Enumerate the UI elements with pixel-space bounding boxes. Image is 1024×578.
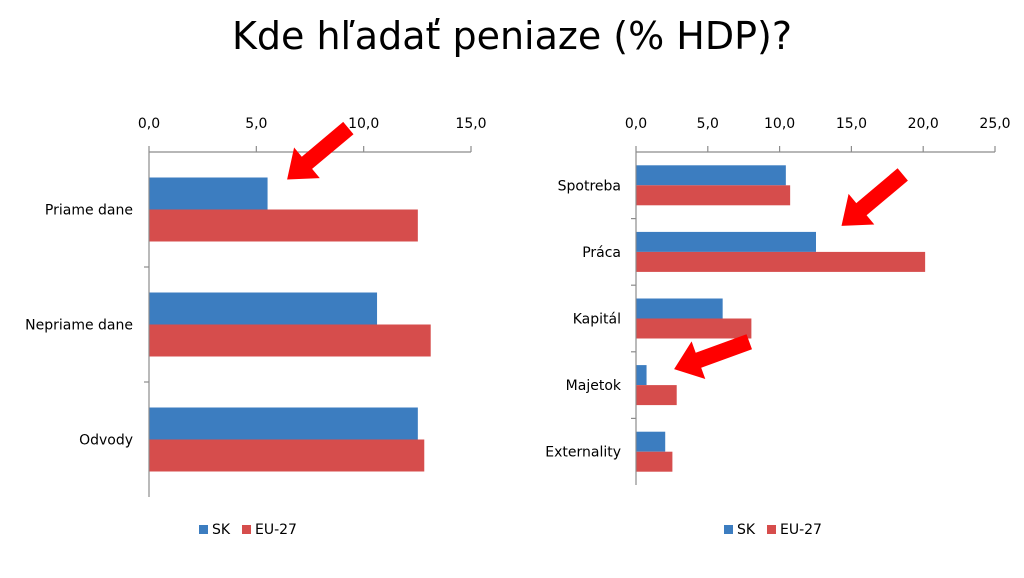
tick-label: 20,0 [908, 116, 939, 132]
bar-eu27 [636, 251, 926, 272]
bar-eu27 [636, 318, 752, 339]
tick-label: 15,0 [836, 116, 867, 132]
bar-eu27 [149, 439, 425, 472]
category-label: Externality [545, 445, 621, 461]
bar-sk [149, 177, 268, 210]
legend-swatch [199, 525, 208, 534]
bar-sk [636, 431, 666, 452]
legend-swatch [767, 525, 776, 534]
category-label: Majetok [566, 378, 622, 394]
bar-eu27 [149, 209, 418, 242]
red-arrow-icon [841, 168, 908, 226]
bar-sk [636, 231, 816, 252]
legend-label: SK [737, 522, 756, 538]
category-label: Práca [582, 245, 621, 261]
tick-label: 15,0 [455, 116, 486, 132]
tick-label: 10,0 [764, 116, 795, 132]
legend-swatch [242, 525, 251, 534]
tick-label: 10,0 [348, 116, 379, 132]
red-arrow-icon [674, 334, 752, 379]
legend-label: EU-27 [255, 522, 297, 538]
legend-swatch [724, 525, 733, 534]
page-title: Kde hľadať peniaze (% HDP)? [231, 14, 793, 58]
category-label: Priame dane [45, 203, 133, 219]
red-arrow-icon [287, 121, 354, 180]
legend-label: EU-27 [780, 522, 822, 538]
bar-sk [149, 292, 378, 325]
bar-eu27 [149, 324, 431, 357]
tick-label: 0,0 [625, 116, 647, 132]
bar-eu27 [636, 185, 791, 206]
bar-eu27 [636, 451, 673, 472]
tick-label: 0,0 [138, 116, 160, 132]
bar-sk [149, 407, 418, 440]
bar-eu27 [636, 385, 677, 406]
category-label: Kapitál [573, 312, 621, 328]
category-label: Nepriame dane [25, 318, 133, 334]
tick-label: 5,0 [245, 116, 267, 132]
bar-sk [636, 365, 647, 386]
tick-label: 5,0 [697, 116, 719, 132]
bar-sk [636, 298, 723, 319]
bar-sk [636, 165, 786, 186]
legend-label: SK [212, 522, 231, 538]
tick-label: 25,0 [979, 116, 1010, 132]
category-label: Odvody [79, 433, 133, 449]
category-label: Spotreba [558, 178, 621, 194]
